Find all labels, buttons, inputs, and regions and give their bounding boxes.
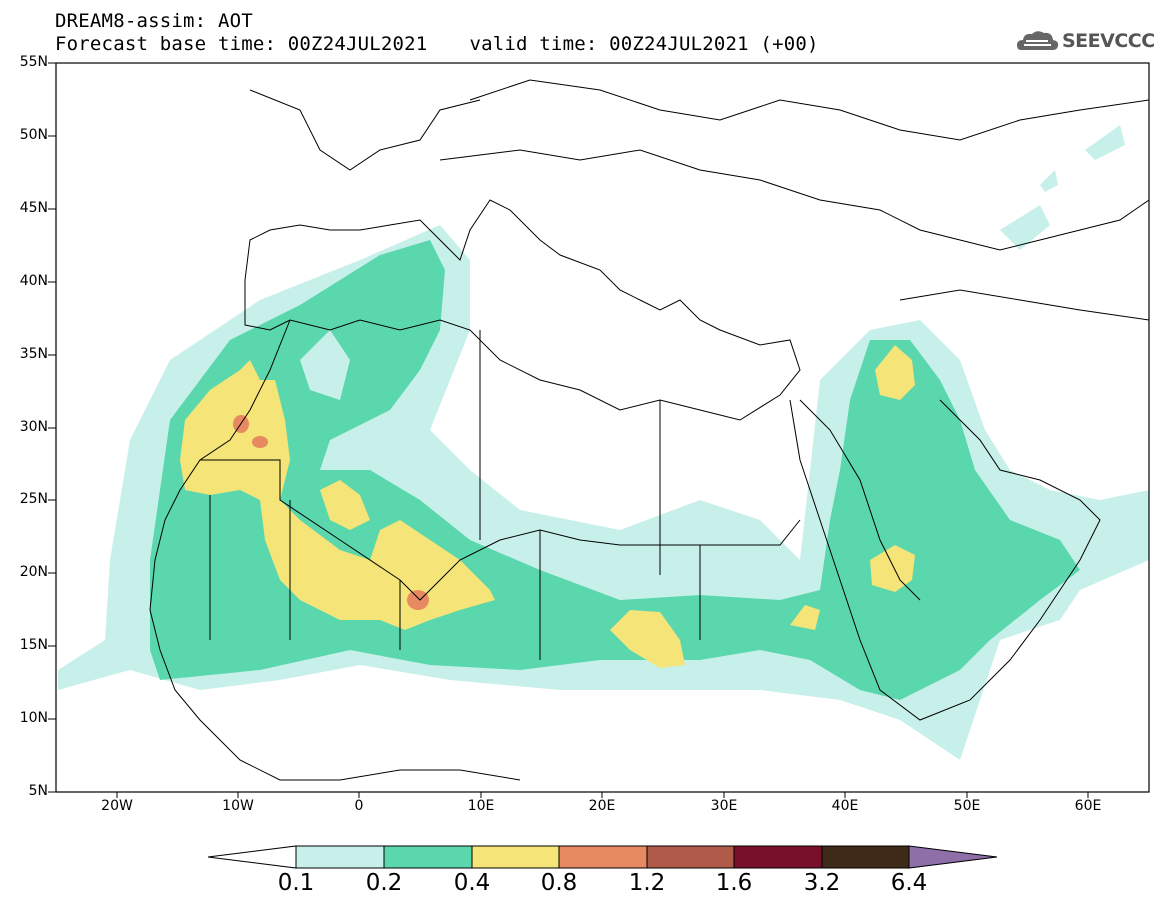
colorbar-swatch [471,845,560,869]
lat-tick-label: 50N [19,127,48,143]
colorbar-swatch [646,845,735,869]
lat-tick-label: 45N [19,200,48,216]
colorbar-swatch [295,845,385,869]
lat-tick-label: 20N [19,564,48,580]
logo-text: SEEVCCC [1062,30,1155,52]
lon-tick-label: 60E [1074,798,1102,814]
colorbar-swatch [558,845,648,869]
colorbar-label: 1.2 [628,870,666,896]
lon-tick-label: 30E [710,798,738,814]
lon-tick-label: 20E [588,798,616,814]
lon-tick-label: 40E [831,798,859,814]
base-time-label: Forecast base time: 00Z24JUL2021 [55,33,428,55]
lon-tick-label: 20W [101,798,133,814]
lon-tick-label: 50E [953,798,981,814]
lat-tick-label: 40N [19,273,48,289]
lon-tick-label: 0 [354,798,364,814]
colorbar-label: 0.1 [277,870,315,896]
chart-subtitle: Forecast base time: 00Z24JUL2021 valid ti… [55,33,819,55]
lat-tick-label: 30N [19,419,48,435]
lat-tick-label: 25N [19,491,48,507]
colorbar-swatch [821,845,910,869]
lat-tick-label: 55N [19,54,48,70]
colorbar-high-arrow [908,845,998,869]
coastlines [149,79,1149,781]
lat-tick-label: 15N [19,637,48,653]
colorbar-label: 0.8 [540,870,578,896]
colorbar-label: 0.2 [365,870,403,896]
lat-tick-label: 35N [19,346,48,362]
colorbar-label: 1.6 [715,870,753,896]
colorbar-label: 0.4 [453,870,491,896]
axis-ticks [48,62,1089,798]
cloud-logo-icon [1017,31,1059,50]
colorbar-swatch [733,845,823,869]
lat-tick-label: 10N [19,710,48,726]
colorbar-label: 6.4 [890,870,928,896]
colorbar [207,845,998,869]
lat-tick-label: 5N [28,783,48,799]
aot-level-3 [180,345,915,668]
colorbar-swatch [383,845,473,869]
colorbar-low-arrow [207,845,297,869]
lon-tick-label: 10W [222,798,254,814]
colorbar-label: 3.2 [803,870,841,896]
lon-tick-label: 10E [467,798,495,814]
valid-time-label: valid time: 00Z24JUL2021 (+00) [469,33,819,55]
chart-title: DREAM8-assim: AOT [55,10,253,32]
